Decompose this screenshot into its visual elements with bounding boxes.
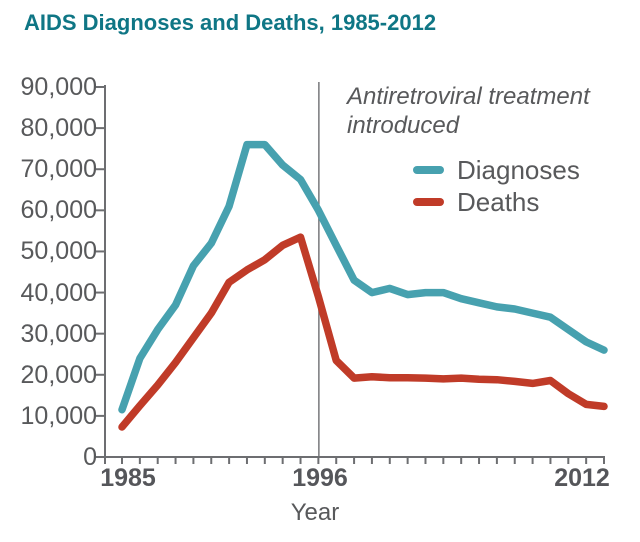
x-axis-tick-label-2012: 2012 (554, 464, 610, 492)
y-axis-tick-label: 60,000 (20, 196, 97, 225)
y-axis-tick-label: 20,000 (20, 360, 97, 389)
x-axis-tick-label-1985: 1985 (100, 464, 156, 492)
y-axis-tick-label: 30,000 (20, 319, 97, 348)
annotation-line-1: Antiretroviral treatment (347, 83, 590, 110)
y-axis-tick-label: 40,000 (20, 278, 97, 307)
legend-label-diagnoses: Diagnoses (457, 155, 580, 185)
axes (104, 85, 605, 458)
x-axis-title: Year (290, 499, 340, 526)
y-axis-tick-label: 10,000 (20, 401, 97, 430)
annotation-line-2: introduced (347, 112, 460, 139)
y-axis-tick-label: 70,000 (20, 155, 97, 184)
y-axis-tick-label: 50,000 (20, 237, 97, 266)
y-axis-tick-label: 90,000 (20, 73, 97, 101)
legend-swatch-diagnoses (413, 166, 444, 174)
annotation-antiretroviral: Antiretroviral treatment introduced (347, 82, 590, 140)
legend-label-deaths: Deaths (457, 187, 540, 217)
x-axis-tick-label-1996: 1996 (292, 464, 348, 492)
legend-swatch-deaths (413, 198, 444, 206)
y-axis-tick-label: 0 (83, 443, 97, 471)
series-line-deaths (118, 233, 608, 431)
y-axis-tick-label: 80,000 (20, 114, 97, 143)
series-line-diagnoses (118, 140, 608, 414)
page-title: AIDS Diagnoses and Deaths, 1985-2012 (24, 10, 437, 35)
